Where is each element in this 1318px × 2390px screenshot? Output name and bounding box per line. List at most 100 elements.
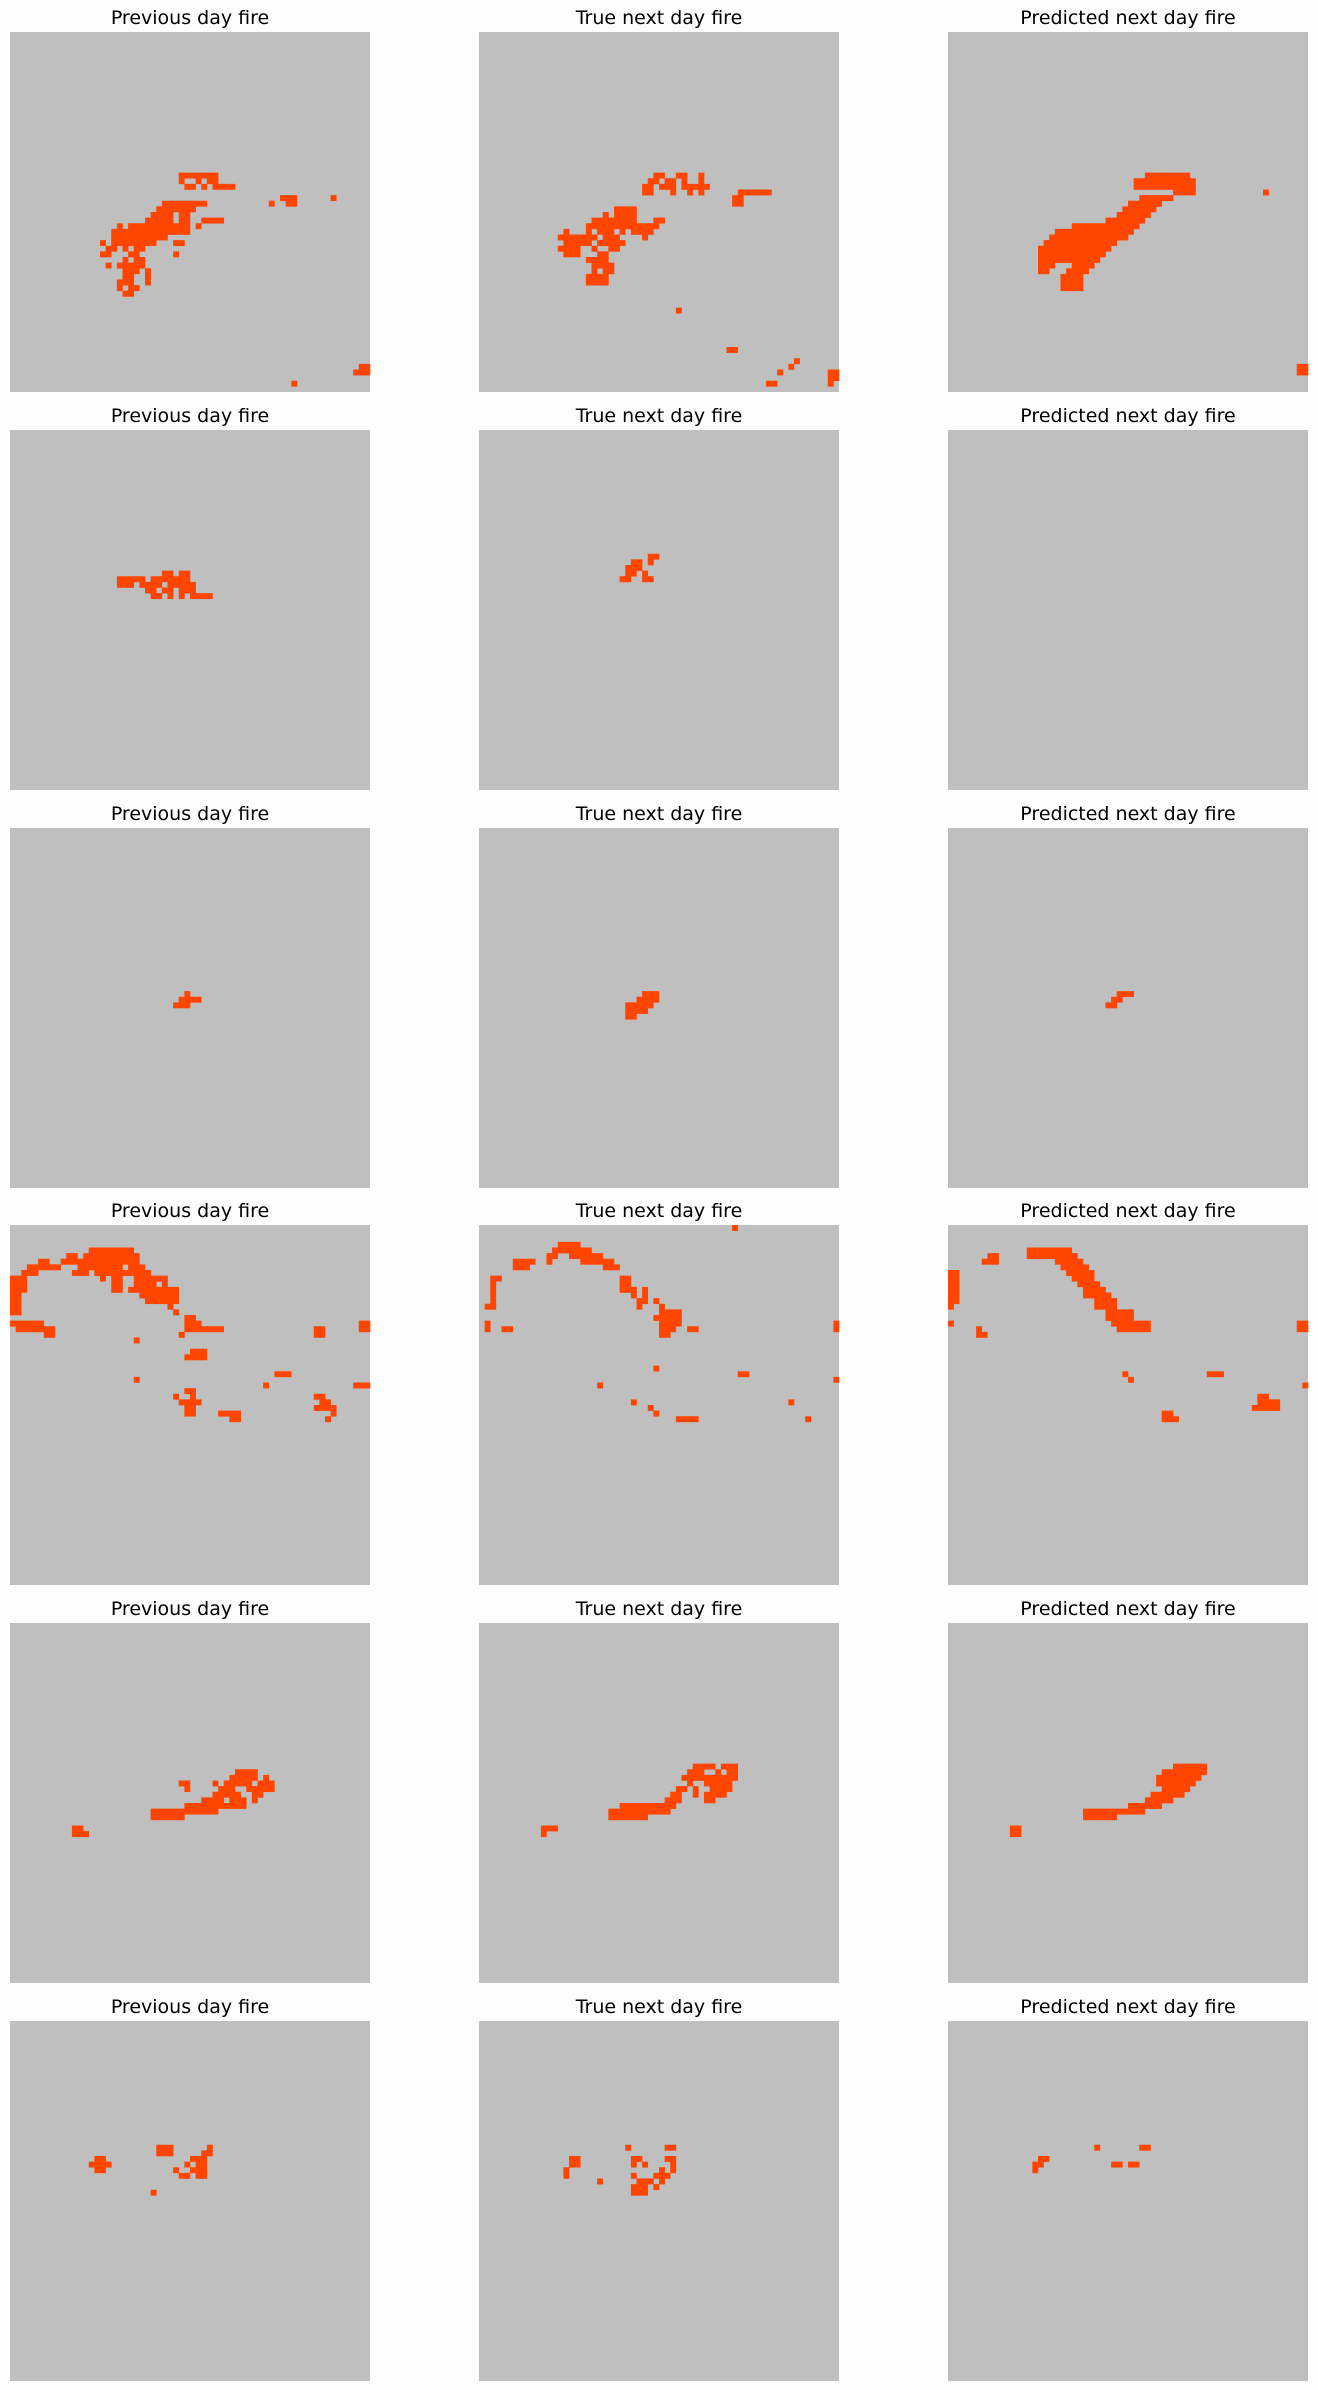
fire-cell (1071, 251, 1078, 258)
fire-cell (100, 1258, 106, 1265)
fire-cell (212, 217, 219, 224)
fire-cell (145, 1281, 151, 1288)
fire-cell (167, 1286, 174, 1293)
fire-cell (15, 1326, 22, 1333)
fire-cell (1133, 223, 1140, 230)
fire-cell (1133, 217, 1140, 224)
fire-cell (625, 1286, 632, 1293)
fire-cell (630, 570, 637, 577)
fire-cell (1184, 183, 1191, 190)
fire-cell (178, 172, 185, 179)
fire-cell (1167, 172, 1174, 179)
fire-cell (1071, 240, 1078, 247)
panel-r0-c0: Previous day fire (10, 7, 371, 392)
panel-background (10, 430, 370, 790)
fire-cell (630, 223, 637, 230)
fire-cell (484, 1320, 491, 1327)
fire-cell (330, 1410, 337, 1417)
fire-cell (206, 593, 213, 600)
fire-cell (953, 1281, 960, 1288)
fire-cell (156, 1286, 163, 1293)
fire-cell (55, 1264, 61, 1271)
fire-cell (229, 183, 236, 190)
fire-cell (518, 1258, 525, 1265)
fire-cell (133, 1337, 140, 1344)
fire-cell (563, 245, 570, 252)
fire-cell (614, 223, 620, 230)
fire-cell (358, 1382, 365, 1389)
fire-cell (1083, 245, 1089, 252)
fire-cell (100, 1270, 106, 1276)
fire-cell (1144, 1326, 1151, 1333)
fire-cell (636, 2184, 643, 2191)
fire-cell (201, 183, 208, 190)
fire-cell (122, 228, 129, 235)
fire-cell (1167, 1797, 1174, 1804)
panel-r3-c2: Predicted next day fire (948, 1200, 1309, 1585)
fire-cell (1156, 1797, 1163, 1804)
fire-cell (229, 1416, 236, 1423)
fire-cell (630, 217, 637, 224)
fire-cell (698, 1774, 705, 1781)
fire-cell (1173, 1769, 1179, 1776)
fire-cell (1099, 240, 1106, 247)
fire-cell (630, 1292, 637, 1299)
fire-cell (1173, 1416, 1179, 1423)
fire-cell (993, 1253, 999, 1260)
fire-cell (105, 1264, 112, 1271)
fire-cell (1077, 251, 1084, 258)
fire-cell (602, 228, 609, 235)
fire-cell (1263, 1405, 1269, 1411)
fire-cell (1099, 1286, 1106, 1293)
fire-cell (1128, 200, 1134, 207)
fire-cell (94, 1270, 101, 1276)
panel-r1-c2: Predicted next day fire (948, 405, 1308, 790)
fire-cell (1105, 1309, 1112, 1316)
fire-cell (100, 2161, 106, 2168)
fire-cell (319, 1405, 326, 1411)
fire-cell (195, 1808, 202, 1815)
fire-cell (229, 1780, 236, 1787)
fire-cell (206, 178, 213, 185)
fire-cell (653, 2184, 660, 2191)
fire-cell (642, 1002, 649, 1009)
fire-cell (184, 217, 191, 224)
fire-cell (218, 217, 225, 224)
fire-cell (524, 1264, 530, 1271)
fire-cell (133, 251, 140, 258)
fire-cell (195, 996, 202, 1003)
fire-cell (1038, 1247, 1044, 1254)
fire-cell (1088, 1814, 1095, 1821)
fire-cells (100, 172, 371, 387)
fire-cell (139, 228, 146, 235)
fire-cell (833, 1376, 840, 1383)
fire-cell (235, 1416, 241, 1423)
fire-cell (574, 2156, 581, 2162)
fire-cell (156, 2150, 163, 2157)
fire-cell (1071, 285, 1078, 292)
fire-cell (38, 1258, 45, 1265)
fire-cell (1071, 279, 1078, 286)
fire-cell (1038, 262, 1044, 269)
fire-cell (161, 1808, 168, 1815)
fire-cell (1043, 2156, 1050, 2162)
fire-cell (642, 1298, 649, 1305)
fire-cell (614, 240, 620, 247)
fire-cell (1099, 1303, 1106, 1310)
fire-cell (1083, 1292, 1089, 1299)
fire-cell (184, 223, 191, 230)
fire-cell (619, 240, 626, 247)
fire-cell (1111, 1298, 1118, 1305)
fire-cells (71, 1769, 275, 1838)
fire-cell (116, 1275, 123, 1282)
fire-cell (178, 1814, 185, 1821)
fire-cell (630, 2156, 637, 2162)
fire-cell (167, 223, 174, 230)
fire-cell (1060, 240, 1067, 247)
fire-cell (235, 1774, 241, 1781)
fire-cell (1077, 240, 1084, 247)
fire-cell (614, 212, 620, 218)
fire-cell (1049, 257, 1056, 263)
fire-cell (833, 1326, 840, 1333)
fire-cell (1038, 245, 1044, 252)
